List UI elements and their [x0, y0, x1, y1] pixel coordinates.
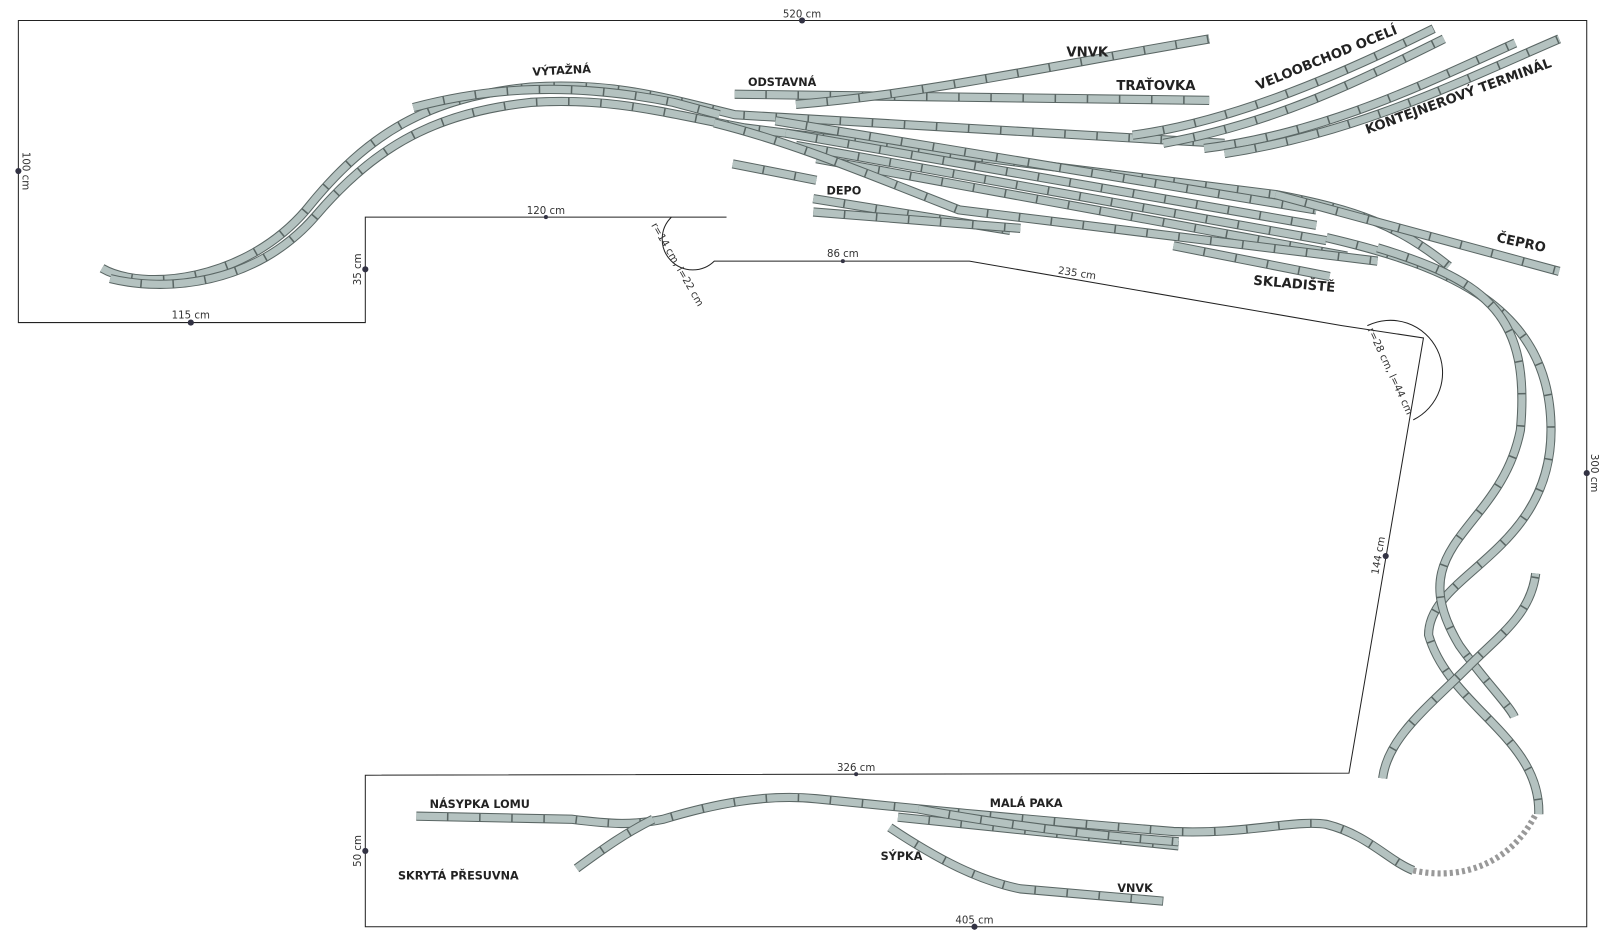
- dimension: 520 cm: [783, 9, 821, 20]
- track: [815, 155, 1348, 260]
- track: [1172, 242, 1331, 281]
- dimension-markers: [15, 17, 1590, 930]
- dimension: 405 cm: [955, 916, 993, 927]
- track: [795, 35, 1210, 109]
- room-outline: [17, 19, 1588, 928]
- station-label: VÝTAŽNÁ: [532, 63, 591, 79]
- station-label: ODSTAVNÁ: [748, 76, 817, 89]
- track: [1132, 25, 1436, 139]
- track: [1203, 39, 1517, 153]
- dimension: 50 cm: [353, 835, 364, 867]
- track: [1325, 234, 1555, 815]
- dimension: r=14 cm, l=22 cm: [648, 221, 705, 308]
- station-label: SKRYTÁ PŘESUVNA: [398, 870, 519, 883]
- station-label: TRAŤOVKA: [1116, 76, 1196, 94]
- track: [887, 824, 1164, 905]
- dimension: 35 cm: [353, 253, 364, 285]
- tracks: [99, 24, 1561, 906]
- dimension: r=28 cm, l=44 cm: [1365, 326, 1415, 416]
- station-label: SÝPKA: [881, 850, 923, 863]
- track: [713, 119, 1378, 265]
- track: [731, 160, 818, 184]
- station-label: VNVK: [1117, 882, 1154, 895]
- station-label: VNVK: [1066, 45, 1109, 60]
- station-label: NÁSYPKA LOMU: [430, 798, 530, 811]
- dimension: 300 cm: [1588, 454, 1599, 492]
- dimension: 115 cm: [172, 310, 210, 321]
- station-label: MALÁ PAKA: [990, 797, 1063, 810]
- track: [412, 85, 721, 119]
- track: [1162, 35, 1446, 147]
- track: [1376, 244, 1526, 719]
- track: [1223, 35, 1561, 158]
- dimension: 86 cm: [827, 249, 859, 260]
- dimension: 326 cm: [837, 763, 875, 774]
- track: [734, 90, 1210, 104]
- dimension: 100 cm: [19, 152, 30, 190]
- hidden-track: [1412, 812, 1539, 877]
- track: [785, 129, 1317, 229]
- track: [774, 117, 1317, 214]
- track: [795, 141, 1328, 245]
- track: [812, 208, 1021, 232]
- dimension: 120 cm: [527, 206, 565, 217]
- track: [917, 805, 1179, 846]
- station-label: DEPO: [827, 185, 862, 198]
- track: [574, 816, 655, 872]
- track: [1379, 572, 1540, 779]
- track: [1274, 191, 1561, 275]
